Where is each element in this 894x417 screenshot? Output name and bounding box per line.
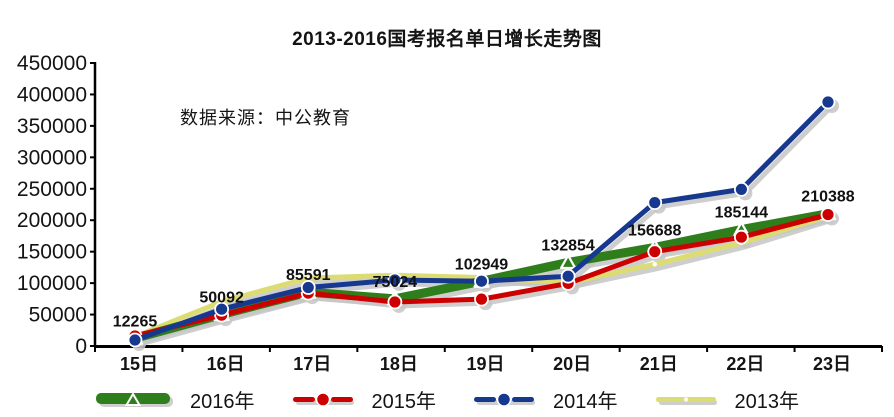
marker-circle-2015年 bbox=[387, 294, 403, 310]
y-tick-label: 450000 bbox=[17, 52, 87, 75]
y-tick-label: 0 bbox=[75, 335, 87, 358]
x-tick-label: 17日 bbox=[293, 354, 331, 374]
legend-sample-icon bbox=[655, 397, 717, 405]
x-tick-label: 16日 bbox=[207, 354, 245, 374]
x-tick-label: 19日 bbox=[466, 354, 504, 374]
x-tick-label: 21日 bbox=[640, 354, 678, 374]
data-label: 50092 bbox=[199, 289, 244, 306]
marker-circle-2014年 bbox=[300, 280, 316, 295]
data-label: 210388 bbox=[801, 189, 854, 206]
marker-circle-2014年 bbox=[560, 268, 576, 284]
marker-dash-2013年 bbox=[652, 261, 658, 267]
legend-sample-icon bbox=[96, 392, 173, 407]
marker-circle-2014年 bbox=[647, 195, 663, 211]
legend-label: 2013年 bbox=[734, 390, 800, 413]
data-label: 12265 bbox=[113, 313, 158, 330]
data-label: 156688 bbox=[628, 222, 681, 239]
marker-circle-2015年 bbox=[820, 207, 836, 222]
marker-circle-2014年 bbox=[127, 332, 143, 348]
y-tick-label: 300000 bbox=[17, 146, 87, 169]
legend-item-2014年: 2014年 bbox=[472, 385, 618, 414]
x-tick-label: 23日 bbox=[813, 354, 851, 374]
x-tick-label: 15日 bbox=[120, 354, 158, 374]
data-label: 75024 bbox=[373, 274, 418, 291]
data-label: 85591 bbox=[286, 267, 331, 284]
y-tick-label: 350000 bbox=[17, 115, 87, 138]
marker-circle-2014年 bbox=[733, 182, 749, 197]
data-label: 185144 bbox=[715, 205, 768, 222]
marker-triangle-2016年 bbox=[560, 254, 577, 270]
marker-circle-2015年 bbox=[733, 229, 749, 245]
legend-sample-icon bbox=[292, 392, 354, 407]
marker-circle-2014年 bbox=[820, 94, 836, 110]
marker-circle-2015年 bbox=[474, 291, 489, 307]
y-tick-label: 150000 bbox=[17, 241, 87, 264]
y-tick-label: 200000 bbox=[17, 209, 87, 232]
legend-label: 2015年 bbox=[371, 390, 437, 413]
y-tick-label: 400000 bbox=[17, 83, 87, 106]
x-tick-label: 22日 bbox=[726, 354, 764, 374]
y-tick-label: 100000 bbox=[17, 272, 87, 295]
source-note: 数据来源：中公教育 bbox=[180, 108, 351, 128]
data-label: 132854 bbox=[541, 237, 594, 254]
marker-circle-2014年 bbox=[387, 272, 403, 288]
marker-dash-2013年 bbox=[305, 275, 311, 281]
legend-item-2015年: 2015年 bbox=[291, 385, 437, 414]
marker-circle-2014年 bbox=[474, 273, 489, 289]
legend-sample-icon bbox=[474, 392, 535, 407]
legend-label: 2016年 bbox=[190, 390, 255, 413]
x-tick-label: 20日 bbox=[553, 354, 591, 374]
chart-title: 2013-2016国考报名单日增长走势图 bbox=[292, 29, 602, 50]
y-tick-label: 250000 bbox=[17, 178, 87, 201]
legend-item-2013年: 2013年 bbox=[654, 385, 800, 414]
legend-label: 2014年 bbox=[553, 390, 618, 413]
y-tick-label: 50000 bbox=[29, 304, 87, 327]
marker-circle-2014年 bbox=[214, 301, 230, 317]
data-label: 102949 bbox=[455, 256, 508, 273]
legend: 2016年 2015年 2014年 2013年 bbox=[0, 383, 894, 415]
marker-circle-2015年 bbox=[647, 244, 663, 260]
legend-item-2016年: 2016年 bbox=[95, 385, 255, 414]
x-tick-label: 18日 bbox=[380, 354, 418, 374]
